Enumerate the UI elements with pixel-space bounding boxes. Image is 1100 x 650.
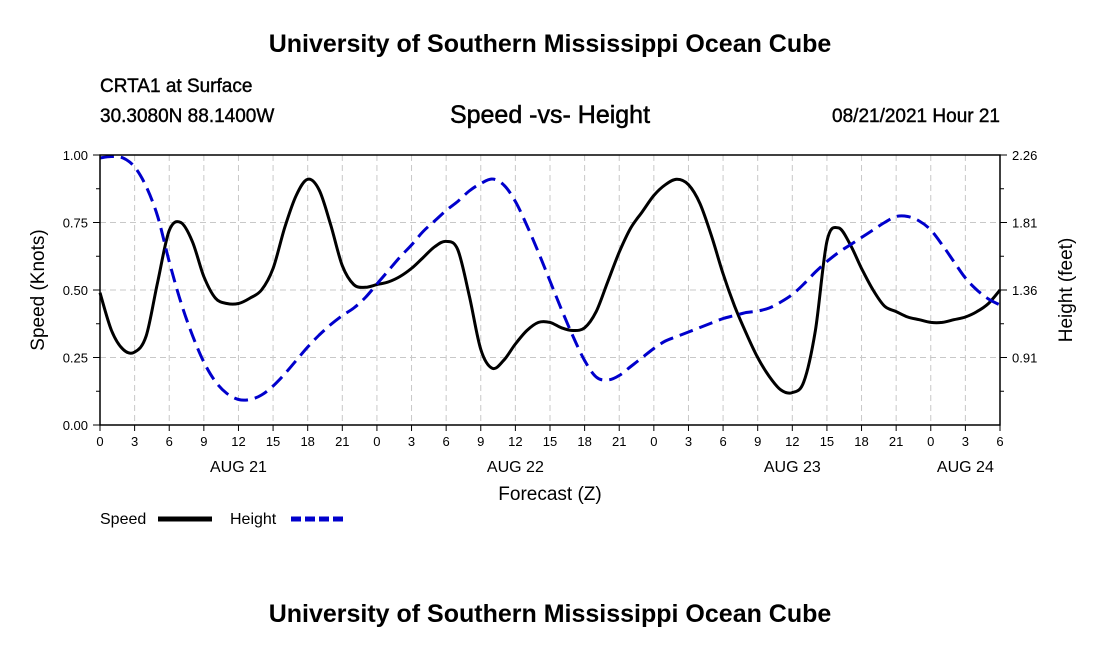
y2-tick-label: 0.91 [1012,351,1037,366]
x-tick-label: 18 [577,434,591,449]
axes: 0 3 6 9 12 15 18 21 0 3 6 9 12 15 18 21 0 3 6 9 12 15 18 21 0 3 6 0… [63,148,1038,476]
x-tick-label: 9 [200,434,207,449]
x-tick-label: 12 [785,434,799,449]
y-tick-label: 0.00 [63,418,88,433]
x-tick-label: 15 [543,434,557,449]
x-tick-label: 0 [927,434,934,449]
x-tick-label: 9 [477,434,484,449]
y-tick-label: 0.75 [63,216,88,231]
x-tick-label: 6 [719,434,726,449]
date-label: AUG 22 [487,459,544,476]
x-tick-label: 6 [443,434,450,449]
y2-tick-label: 2.26 [1012,148,1037,163]
y-tick-label: 1.00 [63,148,88,163]
y-axis-title: Speed (Knots) [28,229,49,350]
station-coordinates: 30.3080N 88.1400W [100,106,275,127]
x-tick-label: 6 [166,434,173,449]
x-tick-label: 12 [508,434,522,449]
x-axis-title: Forecast (Z) [498,484,601,505]
series [98,154,1002,402]
x-tick-label: 3 [962,434,969,449]
y2-tick-label: 1.36 [1012,283,1037,298]
date-label: AUG 21 [210,459,267,476]
date-label: AUG 23 [764,459,821,476]
y-tick-label: 0.25 [63,351,88,366]
x-tick-label: 3 [408,434,415,449]
chart-bottom-title: University of Southern Mississippi Ocean… [268,600,832,628]
x-tick-label: 18 [300,434,314,449]
legend-label-speed: Speed [100,511,146,528]
forecast-datetime: 08/21/2021 Hour 21 [832,106,1000,127]
legend-label-height: Height [230,511,277,528]
x-tick-label: 3 [685,434,692,449]
height-series-line [99,154,1001,402]
y-tick-label: 0.50 [63,283,88,298]
x-tick-label: 0 [650,434,657,449]
x-tick-label: 18 [854,434,868,449]
legend: Speed Height [100,511,343,528]
x-tick-label: 21 [889,434,903,449]
x-tick-label: 21 [335,434,349,449]
grid [100,155,1000,425]
x-tick-label: 21 [612,434,626,449]
x-tick-label: 15 [820,434,834,449]
y2-axis-title: Height (feet) [1056,238,1077,343]
x-tick-label: 0 [373,434,380,449]
chart-top-title: University of Southern Mississippi Ocean… [268,30,832,58]
x-tick-label: 3 [131,434,138,449]
y2-tick-label: 1.81 [1012,216,1037,231]
x-tick-label: 0 [96,434,103,449]
x-tick-label: 15 [266,434,280,449]
x-tick-label: 9 [754,434,761,449]
chart-subtitle: Speed -vs- Height [449,101,651,130]
x-tick-label: 6 [996,434,1003,449]
date-label: AUG 24 [937,459,994,476]
station-name: CRTA1 at Surface [100,76,253,97]
x-tick-label: 12 [231,434,245,449]
